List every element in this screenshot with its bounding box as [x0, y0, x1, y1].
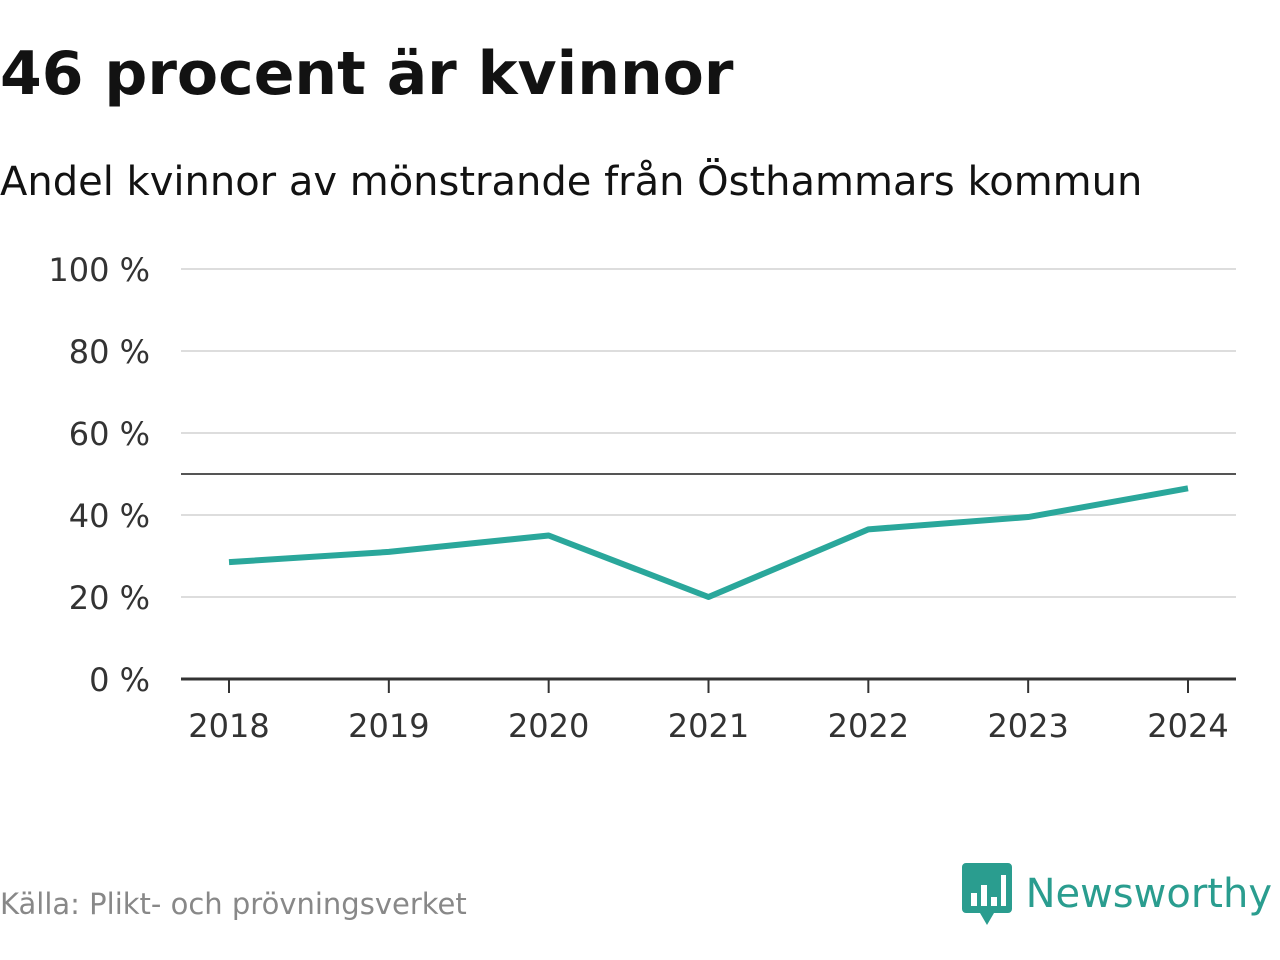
- x-tick-label: 2021: [668, 707, 749, 745]
- bar-chart-speech-bubble-icon: [961, 863, 1012, 925]
- y-tick-label: 100 %: [48, 251, 150, 289]
- y-tick-labels: 0 % 20 % 40 % 60 % 80 % 100 %: [48, 251, 150, 699]
- x-tick-label: 2019: [348, 707, 429, 745]
- y-tick-label: 80 %: [69, 333, 150, 371]
- line-chart: 0 % 20 % 40 % 60 % 80 % 100 % 2018 2019 2020 202…: [48, 251, 1236, 745]
- y-tick-label: 60 %: [69, 415, 150, 453]
- axes: [181, 677, 1236, 693]
- series-group: [228, 485, 1189, 600]
- brand-name: Newsworthy: [1025, 871, 1272, 917]
- source-note: Källa: Plikt- och prövningsverket: [0, 887, 467, 921]
- gridlines: [181, 268, 1236, 598]
- y-tick-label: 20 %: [69, 579, 150, 617]
- chart-subtitle: Andel kvinnor av mönstrande från Östhamm…: [0, 159, 1143, 205]
- x-tick-label: 2018: [188, 707, 269, 745]
- x-tick-label: 2022: [828, 707, 909, 745]
- y-tick-label: 40 %: [69, 497, 150, 535]
- series-line-0: [228, 485, 1189, 600]
- x-tick-label: 2024: [1147, 707, 1228, 745]
- newsworthy-logo: Newsworthy: [961, 862, 1272, 926]
- x-tick-label: 2020: [508, 707, 589, 745]
- chart-title: 46 procent är kvinnor: [0, 39, 734, 109]
- x-tick-labels: 2018 2019 2020 2021 2022 2023 2024: [188, 707, 1228, 745]
- y-tick-label: 0 %: [89, 661, 150, 699]
- x-tick-label: 2023: [987, 707, 1068, 745]
